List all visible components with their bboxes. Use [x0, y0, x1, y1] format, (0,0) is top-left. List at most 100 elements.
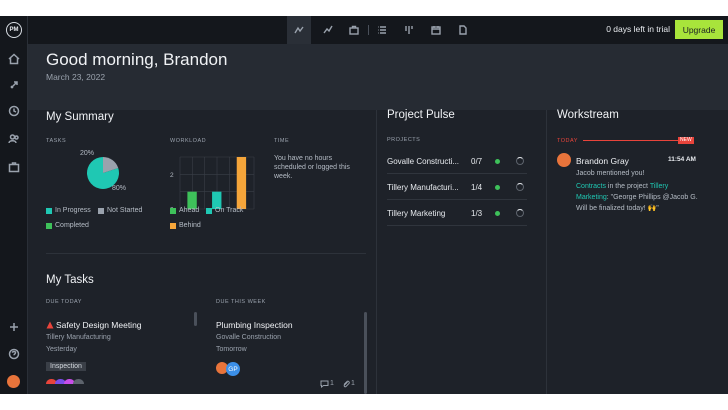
avatar	[64, 379, 75, 384]
scrollbar[interactable]	[194, 312, 197, 326]
legend-swatch	[170, 222, 176, 229]
pulse-project-count: 0/7	[471, 157, 483, 166]
list-icon[interactable]	[374, 22, 390, 38]
legend-label: In Progress	[55, 207, 91, 214]
status-dot	[495, 185, 500, 190]
legend-ahead: Ahead	[170, 207, 199, 214]
bar-on-track	[212, 191, 222, 209]
help-icon[interactable]	[7, 347, 21, 361]
legend-swatch	[170, 207, 176, 214]
comment-count: 1	[330, 380, 334, 387]
pulse-project-name: Govalle Constructi...	[387, 157, 460, 166]
users-icon[interactable]	[7, 132, 21, 146]
time-text: You have no hours scheduled or logged th…	[274, 155, 350, 180]
legend-swatch	[206, 207, 212, 214]
workstream-user[interactable]: Brandon Gray	[576, 156, 629, 166]
task-avatars	[46, 379, 90, 384]
user-avatar[interactable]	[7, 375, 20, 388]
plus-icon[interactable]	[7, 320, 21, 334]
portfolio-icon[interactable]	[346, 22, 362, 38]
workstream-time: 11:54 AM	[668, 156, 696, 163]
task-today-name[interactable]: Safety Design Meeting	[56, 320, 142, 330]
top-bar: 0 days left in trial Upgrade	[28, 16, 728, 44]
legend-behind: Behind	[170, 222, 201, 229]
toolbar-divider	[368, 25, 369, 35]
legend-swatch	[46, 207, 52, 214]
progress-ring-icon	[516, 209, 524, 217]
app-frame: PM 0 days left in trial Upgrade Good mor…	[0, 16, 728, 394]
workload-bar-chart: 02	[170, 156, 255, 213]
tasks-title: My Tasks	[46, 274, 94, 286]
workstream-message: Contracts in the project Tillery Marketi…	[576, 181, 700, 214]
trial-status: 0 days left in trial	[606, 24, 670, 34]
project-link[interactable]: Tillery Marketing	[576, 183, 669, 201]
task-week-name[interactable]: Plumbing Inspection	[216, 320, 293, 330]
task-tag[interactable]: Inspection	[46, 362, 86, 371]
today-label: TODAY	[557, 138, 578, 144]
calendar-icon[interactable]	[428, 22, 444, 38]
legend-label: Not Started	[107, 207, 143, 214]
contracts-link[interactable]: Contracts	[576, 183, 606, 190]
bar-ahead	[187, 191, 197, 209]
legend-label: Completed	[55, 222, 89, 229]
pulse-row[interactable]: Tillery Marketing 1/3	[387, 200, 527, 226]
app-logo[interactable]: PM	[6, 22, 22, 38]
legend-label: On Track	[215, 207, 244, 214]
legend-not-started: Not Started	[98, 207, 142, 214]
due-today-label: DUE TODAY	[46, 299, 82, 305]
pie-label-not-started: 20%	[80, 150, 95, 157]
bar-behind	[236, 157, 247, 209]
document-icon[interactable]	[455, 22, 471, 38]
legend-on-track: On Track	[206, 207, 243, 214]
task-today-when: Yesterday	[46, 346, 77, 353]
comment-icon[interactable]	[320, 380, 329, 388]
projects-label: PROJECTS	[387, 137, 421, 143]
legend-label: Ahead	[179, 207, 200, 214]
rocket-icon[interactable]	[7, 78, 21, 92]
overview-icon[interactable]	[320, 22, 336, 38]
column-divider	[546, 110, 547, 394]
home-icon[interactable]	[7, 52, 21, 66]
board-icon[interactable]	[401, 22, 417, 38]
left-rail: PM	[0, 16, 28, 394]
time-label: TIME	[274, 138, 290, 144]
pulse-project-count: 1/4	[471, 183, 483, 192]
tasks-label: TASKS	[46, 138, 67, 144]
pulse-row[interactable]: Tillery Manufacturi... 1/4	[387, 174, 527, 200]
pulse-title: Project Pulse	[387, 109, 455, 121]
workstream-mention: Jacob mentioned you!	[576, 170, 645, 177]
paperclip-icon[interactable]	[342, 380, 350, 388]
pulse-project-name: Tillery Marketing	[387, 209, 446, 218]
greeting-header: Good morning, Brandon March 23, 2022	[28, 44, 728, 110]
task-week-project: Govalle Construction	[216, 334, 281, 341]
tasks-pie-chart	[87, 157, 119, 189]
workstream-title: Workstream	[557, 109, 619, 121]
greeting-title: Good morning, Brandon	[46, 50, 228, 69]
avatar	[46, 379, 57, 384]
pie-label-in-progress: 80%	[112, 185, 127, 192]
pulse-row[interactable]: Govalle Constructi... 0/7	[387, 148, 527, 174]
pulse-project-name: Tillery Manufacturi...	[387, 183, 459, 192]
status-dot	[495, 159, 500, 164]
dashboard-icon[interactable]	[287, 16, 311, 44]
briefcase-icon[interactable]	[7, 160, 21, 174]
new-badge: NEW	[678, 137, 694, 144]
pulse-project-count: 1/3	[471, 209, 483, 218]
message-text: in the project	[605, 183, 650, 190]
clock-icon[interactable]	[7, 104, 21, 118]
section-divider	[46, 253, 366, 254]
attachment-count: 1	[351, 380, 355, 387]
legend-swatch	[46, 222, 52, 229]
workload-label: WORKLOAD	[170, 138, 207, 144]
avatar	[55, 379, 66, 384]
legend-in-progress: In Progress	[46, 207, 91, 214]
legend-completed: Completed	[46, 222, 89, 229]
today-line	[583, 140, 679, 141]
progress-ring-icon	[516, 157, 524, 165]
task-today-project: Tillery Manufacturing	[46, 334, 111, 341]
task-week-when: Tomorrow	[216, 346, 247, 353]
scrollbar[interactable]	[364, 312, 367, 394]
warning-icon	[46, 321, 54, 329]
upgrade-button[interactable]: Upgrade	[675, 20, 723, 39]
legend-swatch	[98, 207, 104, 214]
